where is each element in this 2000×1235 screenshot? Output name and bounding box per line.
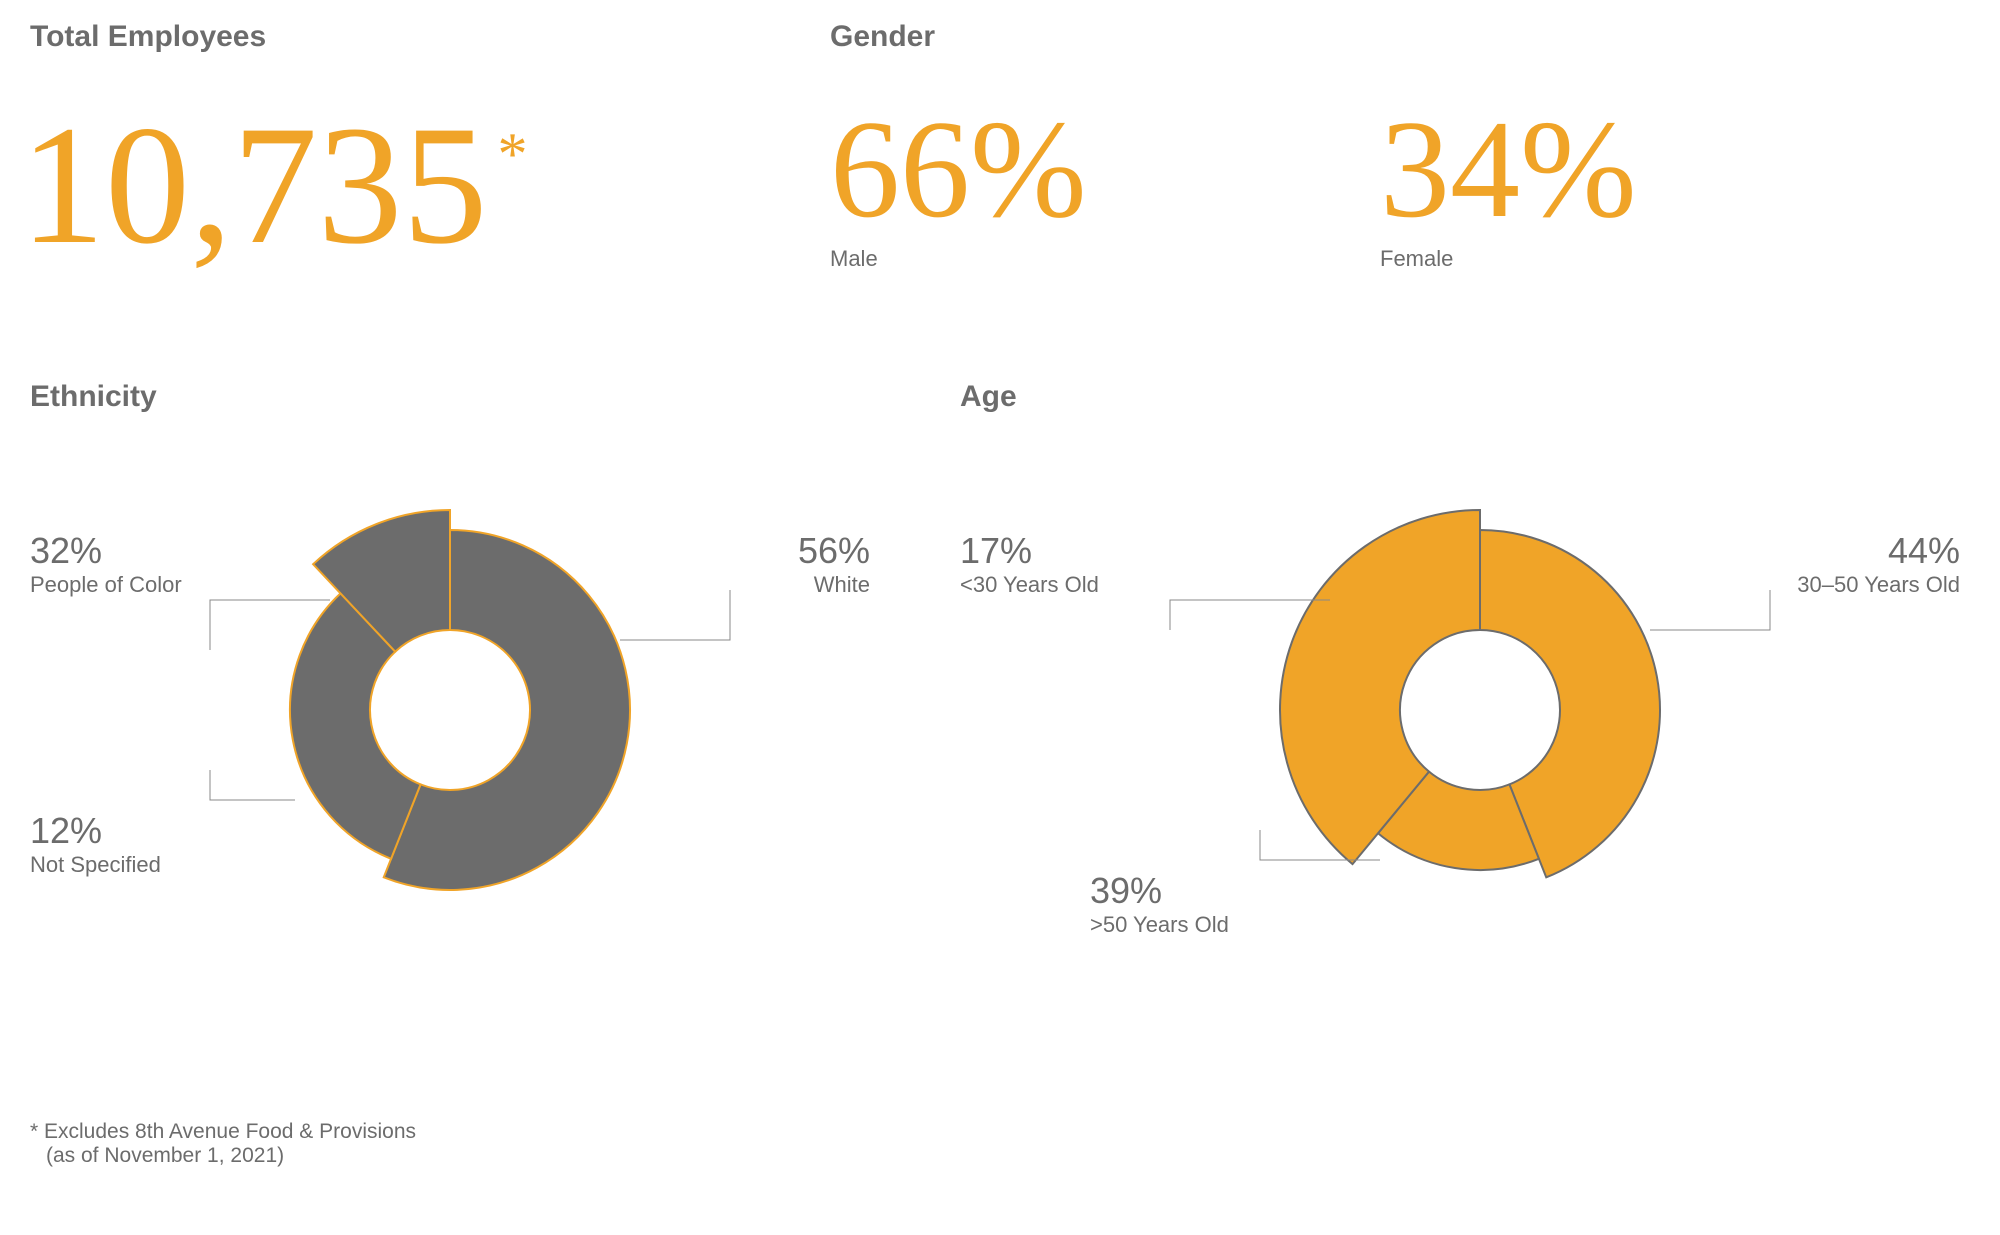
total-employees-value-wrap: 10,735 * [20, 100, 528, 270]
gender-female: 34% Female [1380, 100, 1637, 272]
gender-male-value: 66% [830, 100, 1087, 240]
age-gt50-text: >50 Years Old [1090, 912, 1229, 938]
leader-line [1650, 590, 1770, 630]
ethnicity-poc-text: People of Color [30, 572, 182, 598]
age-title: Age [960, 380, 1017, 414]
leader-line [620, 590, 730, 640]
ethnicity-ns-pct: 12% [30, 810, 161, 852]
ethnicity-label-poc: 32% People of Color [30, 530, 182, 598]
ethnicity-label-white: 56% White [740, 530, 870, 598]
ethnicity-section: Ethnicity [30, 380, 157, 414]
ethnicity-white-text: White [740, 572, 870, 598]
age-3050-pct: 44% [1780, 530, 1960, 572]
footnote: * Excludes 8th Avenue Food & Provisions … [30, 1120, 416, 1168]
ethnicity-donut-chart [30, 430, 930, 990]
ethnicity-white-pct: 56% [740, 530, 870, 572]
total-employees-section: Total Employees [30, 20, 266, 54]
age-lt30-text: <30 Years Old [960, 572, 1099, 598]
footnote-line2: (as of November 1, 2021) [46, 1144, 416, 1168]
ethnicity-ns-text: Not Specified [30, 852, 161, 878]
ethnicity-poc-pct: 32% [30, 530, 182, 572]
age-label-3050: 44% 30–50 Years Old [1780, 530, 1960, 598]
ethnicity-label-notspec: 12% Not Specified [30, 810, 161, 878]
age-3050-text: 30–50 Years Old [1780, 572, 1960, 598]
gender-section: Gender [830, 20, 935, 54]
asterisk-icon: * [498, 120, 528, 189]
gender-title: Gender [830, 20, 935, 54]
age-label-gt50: 39% >50 Years Old [1090, 870, 1229, 938]
gender-male-label: Male [830, 246, 1087, 272]
total-employees-title: Total Employees [30, 20, 266, 54]
age-gt50-pct: 39% [1090, 870, 1229, 912]
leader-line [210, 770, 295, 800]
total-employees-value: 10,735 [20, 100, 488, 270]
gender-male: 66% Male [830, 100, 1087, 272]
gender-female-value: 34% [1380, 100, 1637, 240]
age-label-lt30: 17% <30 Years Old [960, 530, 1099, 598]
age-section: Age [960, 380, 1017, 414]
age-lt30-pct: 17% [960, 530, 1099, 572]
gender-female-label: Female [1380, 246, 1637, 272]
footnote-line1: * Excludes 8th Avenue Food & Provisions [30, 1120, 416, 1144]
ethnicity-title: Ethnicity [30, 380, 157, 414]
